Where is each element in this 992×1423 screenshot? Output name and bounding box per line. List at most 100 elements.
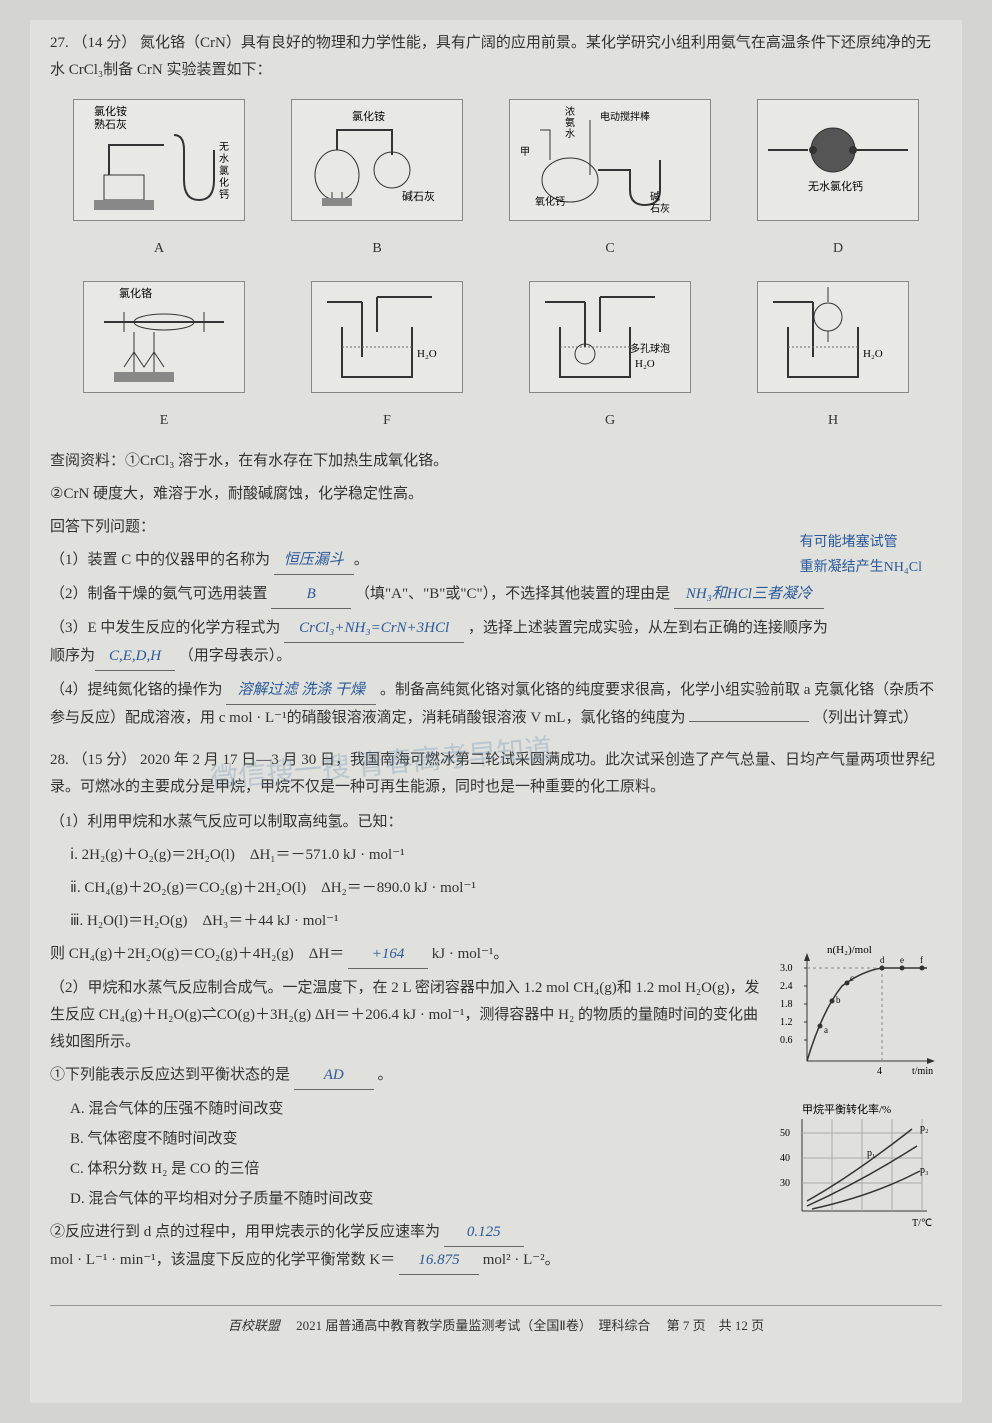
svg-text:2.4: 2.4 (780, 981, 793, 992)
q27-intro: 氮化铬（CrN）具有良好的物理和力学性能，具有广阔的应用前景。某化学研究小组利用… (50, 35, 931, 78)
label-e: E (83, 408, 245, 433)
eq-tail: kJ · mol⁻¹。 (432, 946, 509, 962)
svg-text:f: f (920, 955, 923, 965)
svg-text:p₂: p₂ (920, 1123, 929, 1134)
svg-text:H₂O: H₂O (417, 348, 437, 360)
svg-text:H₂O: H₂O (635, 358, 655, 370)
label-c: C (509, 236, 711, 261)
svg-text:熟石灰: 熟石灰 (94, 117, 127, 131)
svg-text:50: 50 (780, 1128, 790, 1139)
svg-text:碱: 碱 (650, 191, 660, 203)
svg-text:d: d (880, 955, 885, 965)
sub3-tail: ，选择上述装置完成实验，从左到右正确的连接顺序为 (468, 620, 828, 636)
sub1-text: （1）装置 C 中的仪器甲的名称为 (50, 552, 270, 568)
q28-header: 28. （15 分） 2020 年 2 月 17 日—3 月 30 日，我国南海… (50, 747, 942, 801)
label-b: B (291, 236, 463, 261)
sub3-answer2: C,E,D,H (95, 643, 175, 671)
apparatus-e-svg: 氯化铬 (83, 281, 245, 393)
svg-text:氯化铵: 氯化铵 (352, 109, 385, 123)
apparatus-h-svg: H₂O (757, 281, 909, 393)
diagram-row-1: 氯化铵 熟石灰 无 水 氯 化 钙 A 氯化铵 (50, 94, 942, 266)
svg-text:甲: 甲 (520, 147, 530, 158)
svg-text:氧化钙: 氧化钙 (535, 195, 565, 208)
svg-text:电动搅拌棒: 电动搅拌棒 (600, 110, 650, 123)
q28-eq3: ⅲ. H₂O(l)＝H₂O(g) ΔH₃＝＋44 kJ · mol⁻¹ (70, 908, 942, 935)
sub2-2-tail2: mol² · L⁻²。 (483, 1252, 560, 1268)
svg-text:b: b (836, 995, 841, 1005)
sub3-answer: CrCl₃+NH₃=CrN+3HCl (284, 615, 464, 643)
svg-text:0.6: 0.6 (780, 1035, 793, 1046)
label-g: G (529, 408, 691, 433)
svg-text:氨: 氨 (565, 116, 575, 129)
chart1: n(H₂)/mol 3.0 2.4 1.8 1.2 0.6 4 t/min (772, 941, 942, 1091)
q28-number: 28. (50, 752, 69, 768)
diagram-row-2: 氯化铬 E (50, 276, 942, 438)
diagram-e: 氯化铬 E (83, 281, 245, 433)
chart2: 甲烷平衡转化率/% 50 40 30 p₂ p₁ p₃ T/℃ (772, 1101, 942, 1241)
svg-text:1.8: 1.8 (780, 999, 793, 1010)
eq-answer: +164 (348, 941, 428, 969)
diagram-a: 氯化铵 熟石灰 无 水 氯 化 钙 A (73, 99, 245, 261)
svg-text:1.2: 1.2 (780, 1017, 793, 1028)
svg-text:H₂O: H₂O (863, 348, 883, 360)
svg-text:氯化铵: 氯化铵 (94, 104, 127, 118)
svg-text:40: 40 (780, 1153, 790, 1164)
q27-ref1: 查阅资料：①CrCl₃ 溶于水，在有水存在下加热生成氧化铬。 (50, 448, 942, 475)
sub4-answer2 (689, 721, 809, 722)
svg-text:p₁: p₁ (867, 1148, 876, 1159)
question-27: 27. （14 分） 氮化铬（CrN）具有良好的物理和力学性能，具有广阔的应用前… (50, 30, 942, 732)
chart2-svg: 甲烷平衡转化率/% 50 40 30 p₂ p₁ p₃ T/℃ (772, 1101, 942, 1231)
svg-text:e: e (900, 955, 904, 965)
svg-text:碱石灰: 碱石灰 (402, 189, 435, 203)
diagram-c: 浓 氨 水 电动搅拌棒 甲 氧化钙 碱 石灰 C (509, 99, 711, 261)
svg-text:30: 30 (780, 1178, 790, 1189)
svg-text:化: 化 (219, 176, 229, 189)
label-d: D (757, 236, 919, 261)
footer-page: 第 7 页 共 12 页 (667, 1318, 765, 1333)
svg-text:水: 水 (565, 128, 575, 140)
sub2-1-text: ①下列能表示反应达到平衡状态的是 (50, 1067, 290, 1083)
label-a: A (73, 236, 245, 261)
sub2-2-tail: mol · L⁻¹ · min⁻¹，该温度下反应的化学平衡常数 K＝ (50, 1252, 395, 1268)
q28-points: （15 分） (73, 752, 137, 768)
label-h: H (757, 408, 909, 433)
apparatus-c-svg: 浓 氨 水 电动搅拌棒 甲 氧化钙 碱 石灰 (509, 99, 711, 221)
apparatus-f-svg: H₂O (311, 281, 463, 393)
svg-text:钙: 钙 (219, 188, 229, 201)
note1-line2: 重新凝结产生NH₄Cl (800, 555, 922, 580)
q27-points: （14 分） (73, 35, 137, 51)
apparatus-a-svg: 氯化铵 熟石灰 无 水 氯 化 钙 (73, 99, 245, 221)
sub2-2-answer2: 16.875 (399, 1247, 479, 1275)
sub2-answer: B (271, 581, 351, 609)
svg-text:氯: 氯 (219, 164, 229, 177)
svg-text:无: 无 (219, 142, 229, 153)
q27-header: 27. （14 分） 氮化铬（CrN）具有良好的物理和力学性能，具有广阔的应用前… (50, 30, 942, 84)
sub2-1-tail: 。 (378, 1067, 393, 1083)
q28-sub1: （1）利用甲烷和水蒸气反应可以制取高纯氢。已知： (50, 809, 942, 836)
chart1-svg: n(H₂)/mol 3.0 2.4 1.8 1.2 0.6 4 t/min (772, 941, 942, 1081)
q27-sub4: （4）提纯氮化铬的操作为 溶解过滤 洗涤 干燥 。制备高纯氮化铬对氯化铬的纯度要… (50, 677, 942, 732)
q27-number: 27. (50, 35, 69, 51)
sub4-answer: 溶解过滤 洗涤 干燥 (226, 677, 376, 705)
diagram-g: 多孔球泡 H₂O G (529, 281, 691, 433)
svg-text:c: c (850, 973, 854, 983)
apparatus-b-svg: 氯化铵 碱石灰 (291, 99, 463, 221)
handwritten-note-1: 有可能堵塞试管 重新凝结产生NH₄Cl (800, 530, 922, 580)
sub4-tail2: （列出计算式） (813, 710, 918, 726)
diagram-b: 氯化铵 碱石灰 B (291, 99, 463, 261)
svg-text:多孔球泡: 多孔球泡 (630, 342, 670, 355)
q28-intro: 2020 年 2 月 17 日—3 月 30 日，我国南海可燃冰第二轮试采圆满成… (50, 752, 935, 795)
footer-center: 2021 届普通高中教育教学质量监测考试（全国Ⅱ卷） 理科综合 (296, 1318, 650, 1333)
question-28: 28. （15 分） 2020 年 2 月 17 日—3 月 30 日，我国南海… (50, 747, 942, 1275)
svg-text:T/℃: T/℃ (912, 1218, 932, 1229)
diagram-h: H₂O H (757, 281, 909, 433)
svg-text:浓: 浓 (565, 106, 575, 118)
svg-text:氯化铬: 氯化铬 (119, 286, 152, 300)
q28-eq1: ⅰ. 2H₂(g)＋O₂(g)＝2H₂O(l) ΔH₁＝－571.0 kJ · … (70, 842, 942, 869)
sub4-text: （4）提纯氮化铬的操作为 (50, 682, 223, 698)
sub2-text: （2）制备干燥的氨气可选用装置 (50, 586, 268, 602)
apparatus-d-svg: 无水氯化钙 (757, 99, 919, 221)
sub3-text: （3）E 中发生反应的化学方程式为 (50, 620, 280, 636)
svg-text:无水氯化钙: 无水氯化钙 (808, 179, 863, 193)
apparatus-g-svg: 多孔球泡 H₂O (529, 281, 691, 393)
